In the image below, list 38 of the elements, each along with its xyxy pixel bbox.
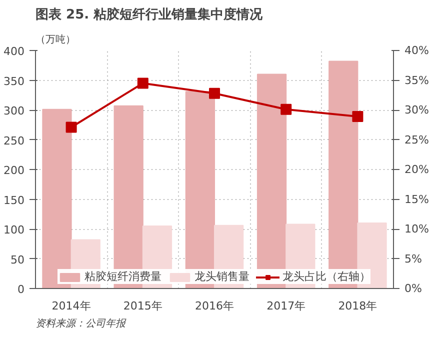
y-tick-label: 250 <box>4 134 25 148</box>
text: 资料来源：公司年报 <box>36 318 126 330</box>
y2-tick-label: 30% <box>404 104 429 116</box>
legend-label: 粘胶短纤消费量 <box>84 269 162 284</box>
point <box>280 104 292 115</box>
y-tick-label: 200 <box>4 164 25 177</box>
point <box>209 88 220 99</box>
x-tick-label: 2015年 <box>123 300 162 312</box>
x-tick-label: 2016年 <box>195 300 234 312</box>
point <box>137 78 148 89</box>
y2-tick-label: 35% <box>404 74 429 87</box>
y2-tick-label: 0% <box>404 282 422 295</box>
y2-tick-label: 40% <box>404 44 429 57</box>
x-tick-label: 2018年 <box>338 300 378 312</box>
bar <box>185 91 215 288</box>
y-tick-label: 400 <box>4 45 25 58</box>
y2-tick-label: 10% <box>404 222 429 236</box>
chart-title: 图表 25. 粘胶短纤行业销量集中度情况 <box>36 6 264 22</box>
y-tick-label: 100 <box>4 224 25 236</box>
y-axis-title: （万吨） <box>36 34 76 46</box>
y2-tick-label: 15% <box>404 192 429 206</box>
x-tick-label: 2017年 <box>266 300 306 312</box>
bar <box>328 60 358 288</box>
y-tick-label: 350 <box>4 74 25 88</box>
point <box>352 111 364 122</box>
y-tick-label: 0 <box>18 283 24 296</box>
x-tick-label: 2014年 <box>52 300 91 312</box>
y2-tick-label: 20% <box>404 163 429 176</box>
y-tick-label: 50 <box>10 253 25 266</box>
y-tick-label: 300 <box>4 104 25 118</box>
y-tick-label: 150 <box>4 194 25 207</box>
legend-label: 龙头销售量 <box>194 269 250 284</box>
point <box>66 122 77 133</box>
bar <box>357 222 387 288</box>
legend-label: 龙头占比（右轴） <box>282 269 370 284</box>
bar <box>42 108 72 288</box>
y2-tick-label: 5% <box>404 252 422 266</box>
y2-tick-label: 25% <box>404 133 429 146</box>
